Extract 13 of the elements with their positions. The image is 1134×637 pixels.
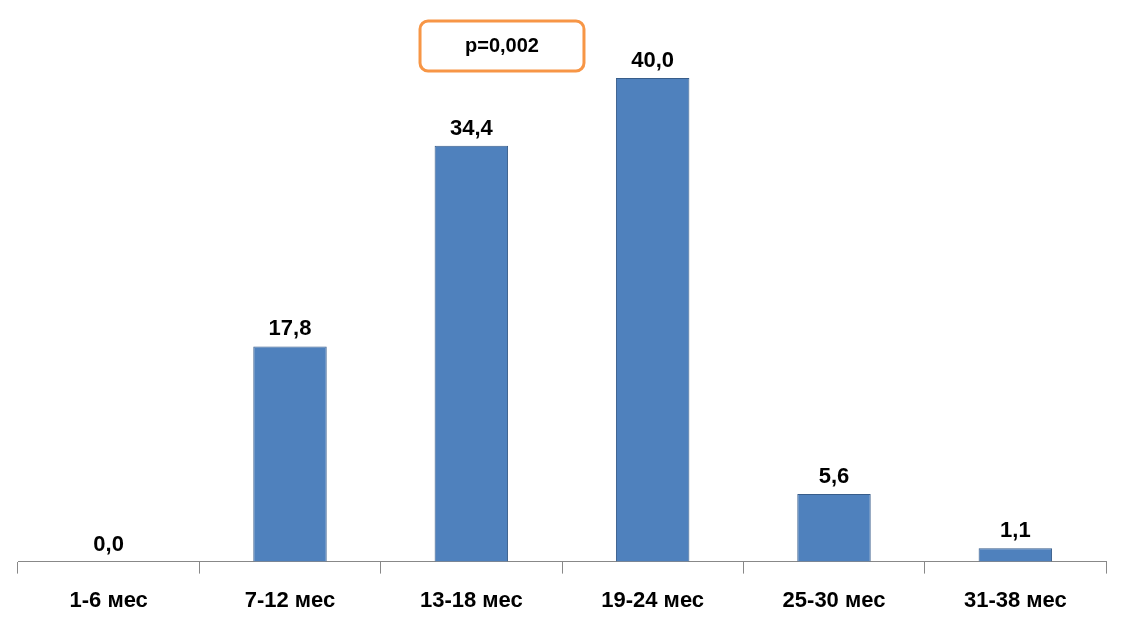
data-label: 17,8 [268,315,312,341]
data-label: 5,6 [818,462,850,488]
data-label: 34,4 [449,114,494,140]
data-label: 1,1 [1000,517,1031,543]
x-tick-label: 31-38 мес [963,586,1067,612]
data-label: 0,0 [93,530,124,556]
x-tick-label: 19-24 мес [601,586,705,612]
x-tick-label: 7-12 мес [244,586,336,612]
x-tick-label: 13-18 мес [419,586,523,612]
data-label: 40,0 [631,47,675,73]
text: p=0,002 [465,33,539,56]
x-tick-label: 1-6 мес [69,586,148,612]
x-tick-label: 25-30 мес [782,586,886,612]
